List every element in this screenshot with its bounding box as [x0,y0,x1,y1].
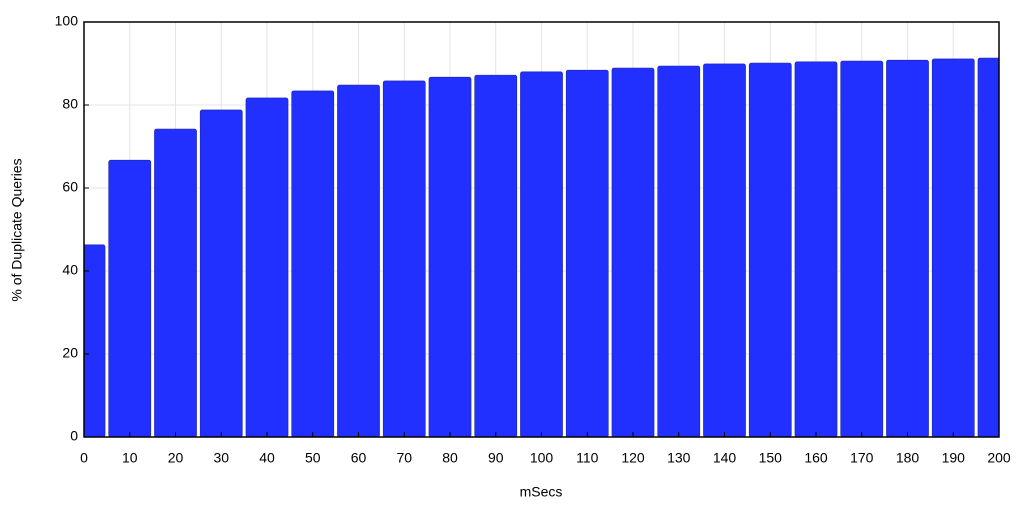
bar [199,109,243,437]
x-tick-label: 100 [530,450,554,466]
y-tick-label: 80 [62,96,78,112]
bar [154,128,197,437]
bar [657,65,701,437]
bar [474,74,518,437]
x-axis-label: mSecs [520,484,563,500]
y-tick-label: 100 [55,13,79,29]
bar [931,58,975,437]
x-tick-label: 20 [168,450,184,466]
x-tick-label: 190 [942,450,966,466]
bar [245,97,289,437]
bar [565,69,609,437]
x-tick-label: 60 [351,450,367,466]
bar [703,63,746,437]
x-tick-label: 150 [759,450,783,466]
x-tick-label: 50 [305,450,321,466]
bar [977,57,999,437]
x-tick-label: 110 [576,450,599,466]
x-tick-label: 170 [850,450,874,466]
y-tick-label: 20 [62,345,78,361]
x-tick-label: 10 [122,450,138,466]
bar [428,76,472,437]
x-tick-label: 40 [259,450,275,466]
y-tick-label: 60 [62,179,78,195]
bar [794,61,838,437]
x-tick-label: 180 [896,450,920,466]
x-tick-label: 90 [488,450,504,466]
x-tick-label: 140 [713,450,737,466]
bar [382,80,426,437]
bar [337,84,380,437]
y-axis-label: % of Duplicate Queries [9,158,25,301]
bar [108,159,152,437]
x-tick-label: 80 [442,450,458,466]
bar [886,59,929,437]
bar [611,67,655,437]
x-tick-label: 130 [667,450,691,466]
y-tick-label: 40 [62,262,78,278]
y-tick-label: 0 [70,428,78,444]
x-tick-label: 120 [621,450,645,466]
bar [840,60,884,437]
x-tick-label: 30 [213,450,229,466]
x-tick-label: 160 [804,450,828,466]
bar [520,71,563,437]
bar [291,90,335,437]
x-tick-label: 0 [80,450,88,466]
x-tick-label: 70 [396,450,412,466]
x-tick-label: 200 [987,450,1011,466]
bar [748,62,792,437]
